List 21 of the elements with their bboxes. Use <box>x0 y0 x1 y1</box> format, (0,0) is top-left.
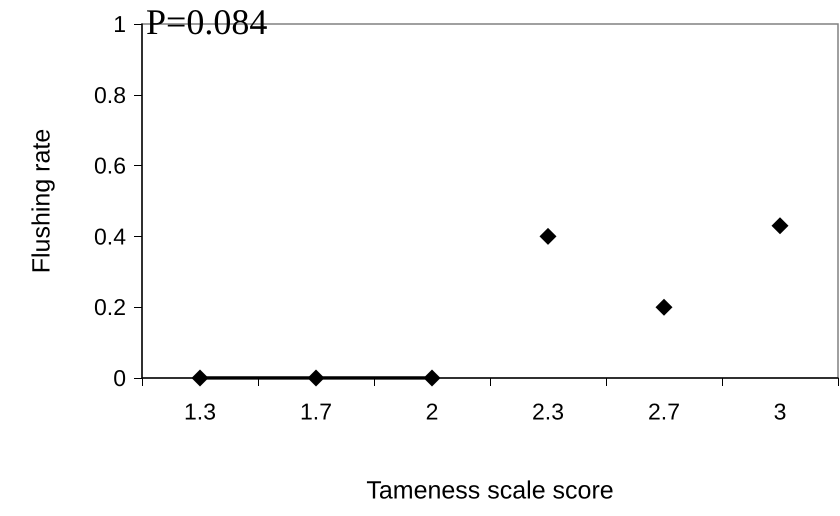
x-tick-label: 3 <box>774 398 786 424</box>
x-axis-title: Tameness scale score <box>366 476 614 504</box>
y-axis-title: Flushing rate <box>28 128 56 274</box>
y-tick-label: 0 <box>113 365 126 391</box>
point <box>772 217 788 234</box>
y-tick-label: 1 <box>113 11 126 37</box>
x-tick-label: 1.7 <box>300 398 332 424</box>
point <box>540 228 556 245</box>
y-tick-label: 0.2 <box>94 294 126 320</box>
x-tick-label: 1.3 <box>184 398 216 424</box>
x-tick-label: 2.3 <box>532 398 564 424</box>
y-tick-label: 0.6 <box>94 152 126 179</box>
point <box>192 370 208 386</box>
y-tick-label: 0.8 <box>94 82 126 108</box>
x-tick-label: 2.7 <box>648 398 680 424</box>
x-tick-label: 2 <box>426 398 438 424</box>
point <box>308 370 324 386</box>
point <box>656 298 672 316</box>
y-tick-label: 0.4 <box>94 223 126 250</box>
annotation: P=0.084 <box>146 2 268 42</box>
point <box>424 370 440 386</box>
